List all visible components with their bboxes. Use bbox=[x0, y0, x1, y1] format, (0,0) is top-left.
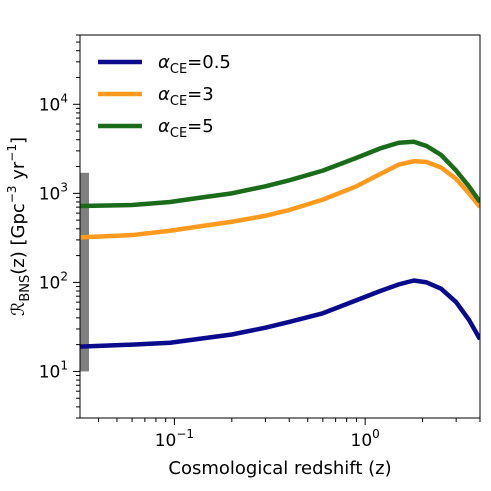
plot-area bbox=[80, 139, 480, 372]
y-axis-label: ℛBNS(z) [Gpc−3 yr−1] bbox=[5, 137, 33, 316]
y-tick-label: 101 bbox=[39, 358, 68, 382]
legend-label-1: αCE=0.5 bbox=[158, 52, 231, 77]
legend-label-2: αCE=3 bbox=[158, 84, 214, 109]
axes-frame bbox=[79, 34, 481, 419]
series-line-2 bbox=[80, 158, 480, 240]
x-tick-label: 10−1 bbox=[155, 427, 194, 451]
y-tick-label: 102 bbox=[39, 269, 68, 293]
observed-rate-range-bar bbox=[80, 172, 89, 372]
x-axis-label: Cosmological redshift (z) bbox=[168, 458, 391, 479]
x-axis-ticks: 10−1 100 bbox=[97, 418, 481, 451]
x-tick-label: 100 bbox=[351, 427, 380, 451]
y-tick-label: 103 bbox=[39, 180, 68, 204]
legend: αCE=0.5 αCE=3 αCE=5 bbox=[98, 52, 231, 141]
y-axis-ticks: 101 102 103 104 bbox=[39, 34, 80, 419]
series-line-3 bbox=[80, 139, 480, 209]
legend-label-3: αCE=5 bbox=[158, 116, 214, 141]
y-tick-label: 104 bbox=[39, 91, 68, 115]
series-line-1 bbox=[80, 278, 480, 349]
axes-border bbox=[79, 34, 481, 419]
